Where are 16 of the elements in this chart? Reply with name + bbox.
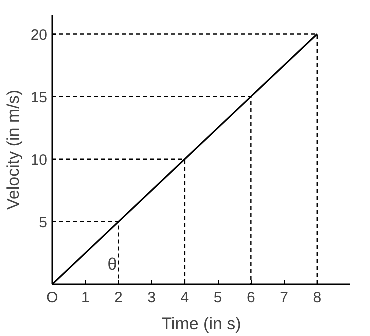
x-tick-label: 5 [214, 290, 222, 306]
x-tick-label: 6 [246, 290, 256, 306]
x-tick-label: 4 [180, 290, 190, 306]
y-tick-label: 20 [30, 26, 48, 44]
y-tick-label: 15 [30, 89, 48, 106]
annotation: θ [108, 255, 118, 274]
x-tick-label: 3 [148, 290, 156, 306]
y-axis-title: Velocity (in m/s) [4, 90, 23, 210]
y-tick-label: 5 [39, 214, 48, 232]
x-tick-label: 7 [280, 290, 288, 306]
y-tick-label: 10 [30, 152, 48, 169]
x-tick-label: 2 [114, 290, 123, 306]
x-tick-label: O [46, 290, 58, 306]
x-tick-label: 8 [313, 290, 322, 306]
x-tick-label: 1 [81, 290, 90, 306]
x-axis-title: Time (in s) [162, 314, 242, 334]
